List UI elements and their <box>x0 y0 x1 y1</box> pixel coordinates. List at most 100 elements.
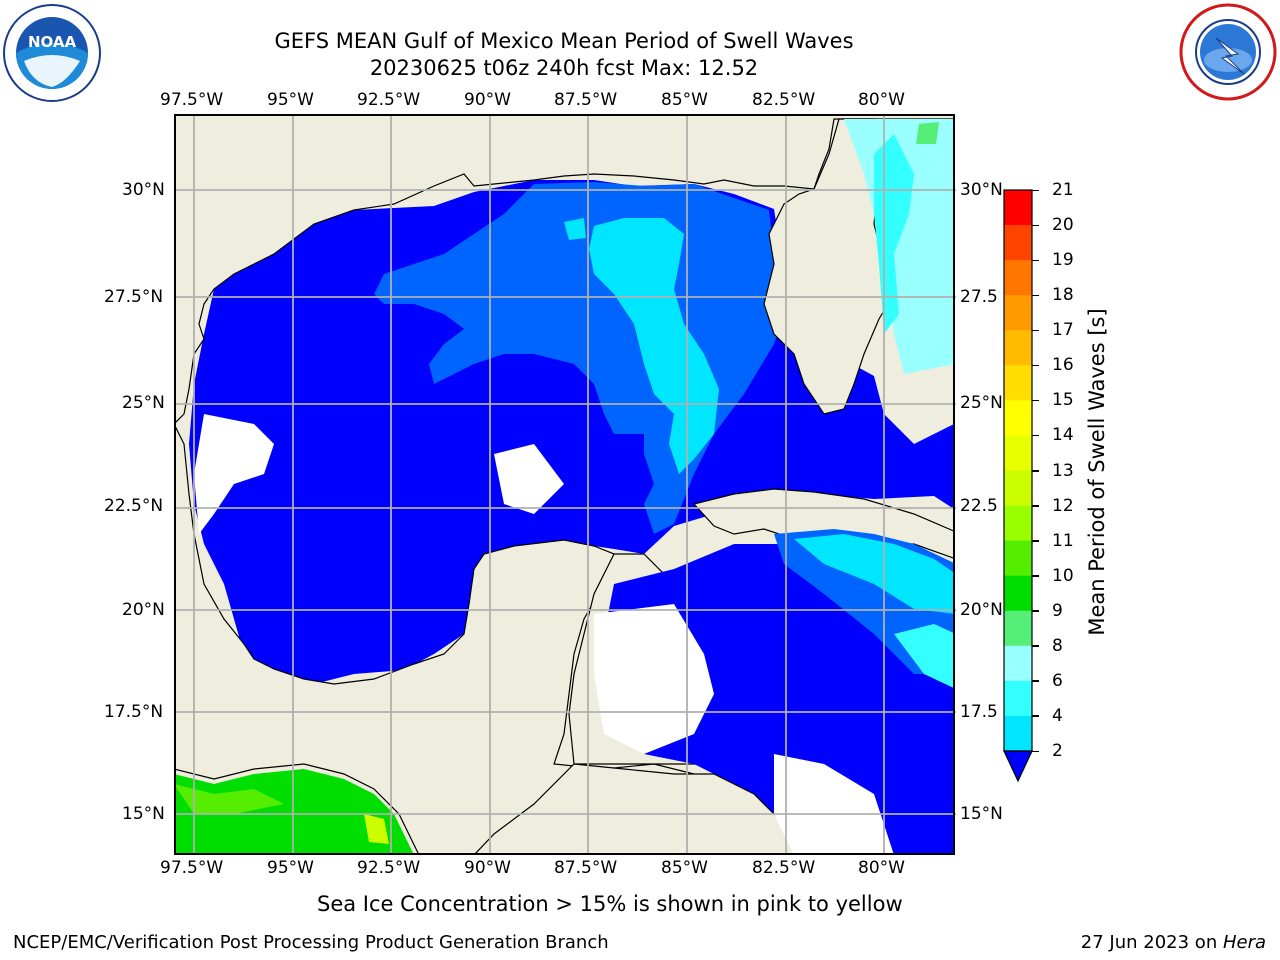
colorbar-tick-mark <box>1032 645 1039 647</box>
colorbar-tick-label: 4 <box>1052 705 1063 726</box>
lat-label-left: 25°N <box>122 393 165 413</box>
white-patch-southeast <box>774 754 894 854</box>
nws-logo <box>1179 3 1277 101</box>
lat-label-right: 25°N <box>960 393 1003 413</box>
lon-label-top: 82.5°W <box>752 90 816 110</box>
lon-label-top: 90°W <box>464 90 511 110</box>
atlantic-green-patch <box>916 122 939 144</box>
lon-label-bottom: 80°W <box>858 858 905 878</box>
colorbar-segment <box>1004 225 1032 261</box>
lon-label-top: 85°W <box>661 90 708 110</box>
caribbean-water-light-cyan <box>894 624 954 689</box>
lon-label-bottom: 85°W <box>661 858 708 878</box>
lon-label-bottom: 92.5°W <box>357 858 421 878</box>
colorbar-segment <box>1004 540 1032 577</box>
colorbar-segment <box>1004 505 1032 542</box>
colorbar-tick-label: 20 <box>1052 215 1074 236</box>
colorbar-tick-label: 21 <box>1052 180 1074 200</box>
colorbar-tick-label: 10 <box>1052 565 1074 586</box>
lat-label-right: 22.5 <box>960 496 998 516</box>
white-patch-caribbean <box>594 604 714 754</box>
colorbar-tick-mark <box>1032 224 1039 227</box>
colorbar-segment <box>1004 260 1032 296</box>
colorbar-tick-label: 9 <box>1052 600 1063 621</box>
colorbar-tick-mark <box>1032 399 1039 402</box>
lon-label-bottom: 95°W <box>267 858 314 878</box>
lat-label-right: 20°N <box>960 600 1003 620</box>
pacific-coastline <box>175 763 420 854</box>
lat-label-right: 15°N <box>960 804 1003 824</box>
lon-label-top: 87.5°W <box>554 90 618 110</box>
colorbar-tick-mark <box>1032 434 1039 437</box>
pacific-green <box>175 769 414 854</box>
lat-label-left: 27.5°N <box>104 287 164 307</box>
colorbar-extend-triangle <box>1003 750 1033 783</box>
lon-label-top: 92.5°W <box>357 90 421 110</box>
colorbar-segment <box>1004 330 1032 366</box>
colorbar-tick-label: 16 <box>1052 355 1074 376</box>
chart-title: GEFS MEAN Gulf of Mexico Mean Period of … <box>274 29 854 53</box>
colorbar-segment <box>1004 435 1032 471</box>
colorbar-segment <box>1004 575 1032 612</box>
lon-label-top: 95°W <box>267 90 314 110</box>
white-patch-central <box>494 444 564 514</box>
colorbar-segment <box>1004 365 1032 401</box>
footer-host: Hera <box>1222 932 1266 953</box>
colorbar-segment <box>1004 400 1032 436</box>
colorbar-tick-label: 13 <box>1052 460 1074 481</box>
colorbar-tick-label: 6 <box>1052 670 1063 691</box>
atlantic-water-light <box>844 119 954 374</box>
footer-left: NCEP/EMC/Verification Post Processing Pr… <box>13 932 609 953</box>
pacific-lightgreen <box>175 784 284 814</box>
colorbar-tick-label: 11 <box>1052 530 1074 551</box>
lat-label-right: 27.5 <box>960 287 998 307</box>
lon-label-top: 97.5°W <box>160 90 224 110</box>
lon-label-bottom: 97.5°W <box>160 858 224 878</box>
gulf-water-cyan-patch <box>564 218 586 240</box>
lon-label-bottom: 87.5°W <box>554 858 618 878</box>
colorbar-tick-mark <box>1032 329 1039 332</box>
colorbar-tick-mark <box>1032 505 1039 507</box>
map-frame <box>174 114 955 855</box>
colorbar-tick-label: 8 <box>1052 635 1063 656</box>
lat-label-right: 30°N <box>960 180 1003 200</box>
caribbean-water-cyan <box>794 534 954 614</box>
noaa-logo-text: NOAA <box>28 33 77 51</box>
lat-label-left: 17.5°N <box>104 702 164 722</box>
colorbar-segment <box>1004 190 1032 226</box>
colorbar-tick-label: 14 <box>1052 425 1074 446</box>
lon-label-bottom: 82.5°W <box>752 858 816 878</box>
footer-date: 27 Jun 2023 on <box>1080 932 1223 953</box>
colorbar-tick-label: 2 <box>1052 741 1063 761</box>
colorbar-tick-mark <box>1032 259 1039 262</box>
lat-label-right: 17.5 <box>960 702 998 722</box>
gulf-map <box>174 114 956 855</box>
colorbar-segments <box>1004 190 1032 752</box>
map-gridlines <box>174 114 956 855</box>
white-patch-west <box>194 414 274 534</box>
colorbar-tick-mark <box>1032 680 1039 682</box>
colorbar-segment <box>1004 645 1032 682</box>
colorbar-tick-label: 19 <box>1052 250 1074 271</box>
footer-right: 27 Jun 2023 on Hera <box>1081 932 1266 954</box>
colorbar-tick-label: 12 <box>1052 495 1074 516</box>
colorbar-tick-mark <box>1032 364 1039 367</box>
sea-ice-note: Sea Ice Concentration > 15% is shown in … <box>317 892 903 916</box>
colorbar-tick-mark <box>1032 610 1039 612</box>
lat-label-left: 22.5°N <box>104 496 164 516</box>
lon-label-top: 80°W <box>858 90 905 110</box>
colorbar-segment <box>1004 715 1032 752</box>
pacific-yellowgreen <box>364 814 389 844</box>
colorbar-tick-mark <box>1032 750 1039 752</box>
colorbar-segment <box>1004 295 1032 331</box>
colorbar-segment <box>1004 610 1032 647</box>
chart-subtitle: 20230625 t06z 240h fcst Max: 12.52 <box>369 56 759 80</box>
colorbar-tick-mark <box>1032 540 1039 542</box>
colorbar-label: Mean Period of Swell Waves [s] <box>1085 308 1109 636</box>
noaa-logo: NOAA <box>3 4 101 102</box>
colorbar <box>1003 189 1033 783</box>
colorbar-tick-label: 18 <box>1052 285 1074 306</box>
colorbar-tick-mark <box>1032 715 1039 717</box>
colorbar-tick-mark <box>1032 575 1039 577</box>
colorbar-tick-label: 15 <box>1052 390 1074 411</box>
